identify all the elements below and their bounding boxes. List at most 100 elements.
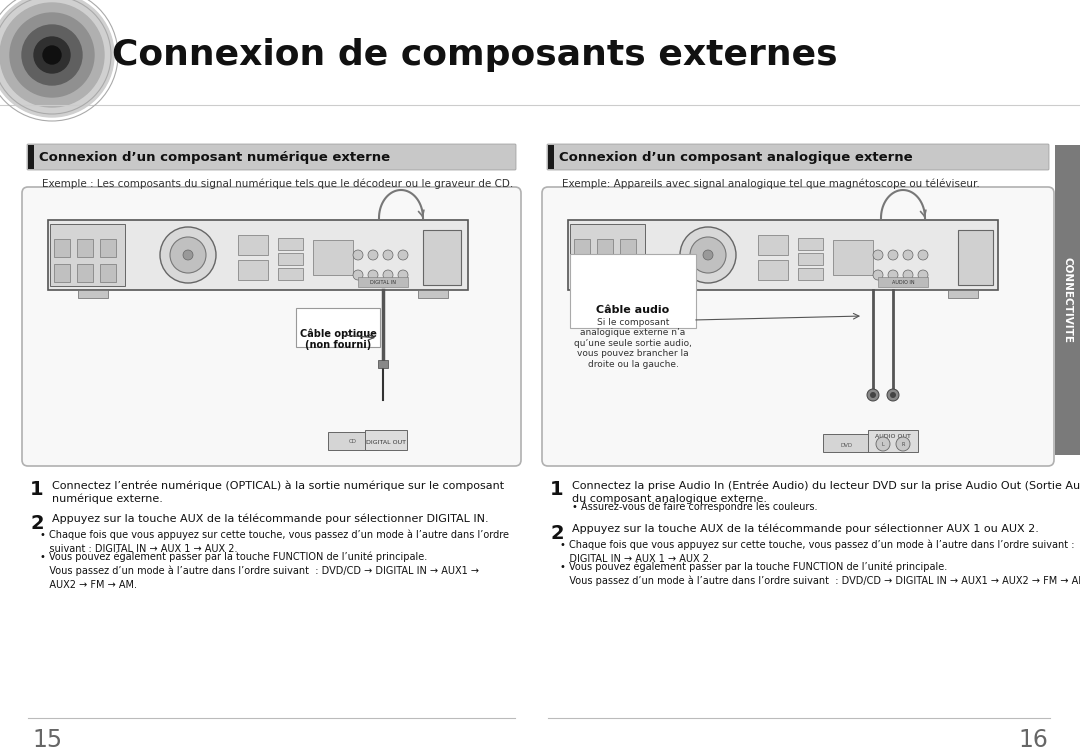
Bar (548, 145, 554, 169)
Text: 1: 1 (30, 480, 43, 499)
Circle shape (160, 227, 216, 283)
Circle shape (890, 392, 896, 398)
Bar (278, 238, 303, 250)
FancyBboxPatch shape (296, 308, 380, 347)
Text: AUDIO OUT: AUDIO OUT (875, 434, 910, 439)
Text: Appuyez sur la touche AUX de la télécommande pour sélectionner DIGITAL IN.: Appuyez sur la touche AUX de la télécomm… (52, 514, 488, 525)
Text: Exemple: Appareils avec signal analogique tel que magnétoscope ou téléviseur.: Exemple: Appareils avec signal analogiqu… (562, 178, 980, 188)
FancyBboxPatch shape (22, 187, 521, 466)
Text: • Chaque fois que vous appuyez sur cette touche, vous passez d’un mode à l’autre: • Chaque fois que vous appuyez sur cette… (40, 530, 509, 553)
Bar (597, 239, 613, 257)
Circle shape (680, 227, 735, 283)
Bar (77, 264, 93, 282)
Bar (758, 235, 788, 255)
Bar (365, 430, 407, 450)
FancyBboxPatch shape (546, 144, 1049, 170)
Bar (758, 260, 788, 280)
Circle shape (870, 392, 876, 398)
Text: • Assurez-vous de faire correspondre les couleurs.: • Assurez-vous de faire correspondre les… (572, 502, 818, 512)
Text: 2: 2 (550, 524, 564, 543)
Text: 1: 1 (550, 480, 564, 499)
Bar (357, 277, 408, 287)
Text: CD: CD (349, 438, 357, 444)
Text: CONNECTIVITE: CONNECTIVITE (1063, 257, 1072, 343)
Bar (573, 239, 590, 257)
Bar (570, 224, 645, 286)
FancyBboxPatch shape (27, 144, 516, 170)
Bar (77, 239, 93, 257)
Circle shape (887, 389, 899, 401)
Bar (418, 290, 448, 298)
Bar (278, 268, 303, 280)
Bar (313, 240, 353, 275)
Bar (823, 434, 870, 452)
Bar (878, 277, 928, 287)
Text: 2: 2 (30, 514, 43, 533)
Bar (78, 290, 108, 298)
Circle shape (383, 270, 393, 280)
Circle shape (867, 389, 879, 401)
Circle shape (690, 237, 726, 273)
Bar (620, 264, 636, 282)
Circle shape (183, 250, 193, 260)
Circle shape (368, 250, 378, 260)
Text: AUDIO IN: AUDIO IN (892, 279, 915, 285)
Circle shape (896, 437, 910, 451)
Bar (958, 230, 993, 285)
Bar (54, 239, 70, 257)
Circle shape (10, 13, 94, 97)
Text: 16: 16 (1018, 728, 1048, 752)
Bar (328, 432, 378, 450)
Bar (568, 220, 998, 290)
Text: Connexion d’un composant numérique externe: Connexion d’un composant numérique exter… (39, 151, 390, 163)
Bar (48, 220, 468, 290)
Circle shape (888, 250, 897, 260)
Text: L: L (881, 441, 885, 447)
Circle shape (383, 250, 393, 260)
Bar (28, 145, 33, 169)
Circle shape (43, 46, 60, 64)
Text: DIGITAL OUT: DIGITAL OUT (366, 440, 406, 445)
Circle shape (368, 270, 378, 280)
Text: Connectez l’entrée numérique (OPTICAL) à la sortie numérique sur le composant
nu: Connectez l’entrée numérique (OPTICAL) à… (52, 480, 504, 505)
Text: Câble optique
(non fourni): Câble optique (non fourni) (299, 328, 377, 350)
Circle shape (888, 270, 897, 280)
Text: Si le composant
analogique externe n’a
qu’une seule sortie audio,
vous pouvez br: Si le composant analogique externe n’a q… (575, 318, 692, 369)
Circle shape (876, 437, 890, 451)
Text: Câble audio: Câble audio (596, 305, 670, 315)
Bar (573, 264, 590, 282)
Text: Connexion de composants externes: Connexion de composants externes (112, 38, 838, 72)
Circle shape (873, 270, 883, 280)
Text: Connectez la prise Audio In (Entrée Audio) du lecteur DVD sur la prise Audio Out: Connectez la prise Audio In (Entrée Audi… (572, 480, 1080, 504)
Circle shape (399, 250, 408, 260)
Text: • Vous pouvez également passer par la touche FUNCTION de l’unité principale.
   : • Vous pouvez également passer par la to… (561, 562, 1080, 587)
FancyBboxPatch shape (542, 187, 1054, 466)
Bar (100, 264, 116, 282)
Bar (798, 268, 823, 280)
Bar (378, 360, 388, 368)
Circle shape (399, 270, 408, 280)
Circle shape (918, 270, 928, 280)
Circle shape (903, 270, 913, 280)
Circle shape (0, 3, 104, 107)
Text: • Vous pouvez également passer par la touche FUNCTION de l’unité principale.
   : • Vous pouvez également passer par la to… (40, 552, 480, 590)
Circle shape (353, 250, 363, 260)
Text: Appuyez sur la touche AUX de la télécommande pour sélectionner AUX 1 ou AUX 2.: Appuyez sur la touche AUX de la télécomm… (572, 524, 1039, 535)
Text: • Chaque fois que vous appuyez sur cette touche, vous passez d’un mode à l’autre: • Chaque fois que vous appuyez sur cette… (561, 540, 1075, 564)
Circle shape (33, 37, 70, 73)
Bar (948, 290, 978, 298)
Bar (798, 253, 823, 265)
Bar (54, 264, 70, 282)
Text: Exemple : Les composants du signal numérique tels que le décodeur ou le graveur : Exemple : Les composants du signal numér… (42, 178, 513, 188)
Text: R: R (902, 441, 905, 447)
Bar (50, 224, 125, 286)
Circle shape (0, 0, 114, 117)
Bar (597, 264, 613, 282)
Text: Connexion d’un composant analogique externe: Connexion d’un composant analogique exte… (559, 151, 913, 163)
Bar (798, 238, 823, 250)
Circle shape (22, 25, 82, 85)
Circle shape (703, 250, 713, 260)
Bar (1055, 145, 1080, 455)
Bar (238, 260, 268, 280)
FancyBboxPatch shape (570, 254, 696, 328)
